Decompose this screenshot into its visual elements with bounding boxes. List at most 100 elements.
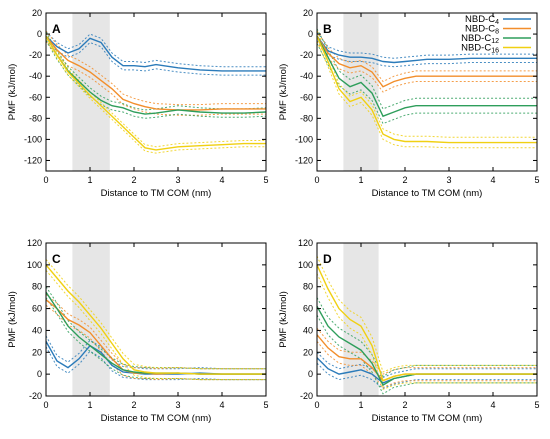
panel-letter: B — [323, 22, 332, 36]
x-tick-label: 2 — [131, 175, 136, 185]
series-upper-band-nbd-c12 — [45, 31, 267, 111]
series-lower-band-nbd-c16 — [316, 41, 537, 149]
y-tick-label: -80 — [300, 113, 313, 123]
series-lower-band-nbd-c4 — [45, 346, 266, 381]
legend-label: NBD-C16 — [461, 43, 499, 55]
y-tick-label: 100 — [298, 260, 313, 270]
x-tick-label: 4 — [219, 400, 224, 410]
y-tick-label: 40 — [32, 325, 42, 335]
plot-frame — [45, 12, 267, 172]
y-tick-label: -20 — [29, 391, 42, 401]
y-tick-label: 120 — [298, 238, 313, 248]
x-tick-label: 5 — [263, 400, 268, 410]
x-tick-label: 0 — [314, 400, 319, 410]
x-tick-label: 0 — [314, 175, 319, 185]
y-tick-label: 20 — [303, 8, 313, 18]
x-tick-label: 3 — [175, 400, 180, 410]
x-tick-label: 1 — [358, 400, 363, 410]
y-axis-label: PMF (kJ/mol) — [278, 291, 289, 347]
y-tick-label: 60 — [32, 304, 42, 314]
series-line-nbd-c16 — [316, 264, 537, 382]
x-tick-label: 1 — [358, 175, 363, 185]
x-axis-label: Distance to TM COM (nm) — [372, 188, 483, 199]
y-tick-label: 0 — [308, 369, 313, 379]
series-upper-band-nbd-c4 — [316, 351, 537, 378]
series-line-nbd-c12 — [45, 35, 267, 115]
series-line-nbd-c16 — [316, 35, 537, 144]
series-lower-band-nbd-c16 — [45, 269, 266, 381]
y-tick-label: 100 — [27, 260, 42, 270]
series-line-nbd-c8 — [316, 35, 537, 88]
x-axis-label: Distance to TM COM (nm) — [101, 413, 212, 424]
series-lower-band-nbd-c16 — [316, 273, 537, 391]
y-tick-label: 0 — [37, 29, 42, 39]
series-upper-band-nbd-c16 — [316, 30, 537, 138]
y-tick-label: 80 — [303, 282, 313, 292]
x-tick-label: 2 — [402, 175, 407, 185]
series-line-nbd-c16 — [45, 35, 266, 151]
legend-label: NBD-C4 — [465, 14, 499, 26]
y-tick-label: -120 — [295, 155, 313, 165]
y-tick-label: -100 — [295, 134, 313, 144]
x-tick-label: 0 — [43, 400, 48, 410]
series-upper-band-nbd-c12 — [316, 297, 537, 378]
plot-frame — [316, 12, 538, 172]
x-tick-label: 3 — [446, 175, 451, 185]
x-tick-label: 2 — [402, 400, 407, 410]
series-upper-band-nbd-c4 — [45, 335, 266, 370]
series-upper-band-nbd-c16 — [316, 255, 537, 373]
series-lower-band-nbd-c16 — [45, 39, 266, 154]
y-tick-label: -40 — [300, 71, 313, 81]
series-upper-band-nbd-c12 — [45, 286, 266, 370]
y-axis-label: PMF (kJ/mol) — [7, 291, 18, 347]
series-lower-band-nbd-c12 — [316, 314, 537, 395]
y-tick-label: -60 — [300, 92, 313, 102]
series-line-nbd-c8 — [45, 35, 266, 111]
x-tick-label: 4 — [490, 400, 495, 410]
series-line-nbd-c16 — [45, 264, 266, 375]
x-tick-label: 1 — [87, 400, 92, 410]
series-upper-band-nbd-c8 — [316, 327, 537, 375]
x-tick-label: 1 — [87, 175, 92, 185]
series-lower-band-nbd-c4 — [45, 40, 266, 76]
shaded-region — [343, 243, 379, 396]
series-lower-band-nbd-c8 — [316, 341, 537, 388]
panel-letter: C — [52, 252, 61, 266]
series-upper-band-nbd-c16 — [45, 259, 266, 370]
y-tick-label: 120 — [27, 238, 42, 248]
x-axis-label: Distance to TM COM (nm) — [101, 188, 212, 199]
series-upper-band-nbd-c16 — [45, 32, 266, 148]
y-tick-label: 0 — [37, 369, 42, 379]
y-tick-label: -120 — [24, 155, 42, 165]
series-line-nbd-c12 — [316, 35, 537, 118]
panel-letter: A — [52, 22, 61, 36]
y-axis-label: PMF (kJ/mol) — [7, 64, 18, 120]
y-tick-label: -80 — [29, 113, 42, 123]
panel-letter: D — [323, 252, 332, 266]
series-lower-band-nbd-c8 — [45, 304, 266, 381]
y-tick-label: -60 — [29, 92, 42, 102]
series-upper-band-nbd-c8 — [316, 30, 537, 83]
x-tick-label: 5 — [534, 175, 539, 185]
x-tick-label: 3 — [446, 400, 451, 410]
legend-label: NBD-C12 — [461, 33, 499, 45]
x-tick-label: 0 — [43, 175, 48, 185]
x-tick-label: 5 — [534, 400, 539, 410]
y-tick-label: 20 — [303, 347, 313, 357]
y-tick-label: 40 — [303, 325, 313, 335]
series-line-nbd-c4 — [316, 35, 537, 64]
series-line-nbd-c4 — [45, 35, 266, 72]
x-axis-label: Distance to TM COM (nm) — [372, 413, 483, 424]
y-tick-label: -20 — [29, 50, 42, 60]
legend-label: NBD-C8 — [465, 24, 499, 36]
y-tick-label: 0 — [308, 29, 313, 39]
y-tick-label: 80 — [32, 282, 42, 292]
x-tick-label: 4 — [219, 175, 224, 185]
y-tick-label: -40 — [29, 71, 42, 81]
series-upper-band-nbd-c8 — [45, 294, 266, 370]
y-tick-label: 20 — [32, 8, 42, 18]
plot-frame — [45, 242, 267, 397]
